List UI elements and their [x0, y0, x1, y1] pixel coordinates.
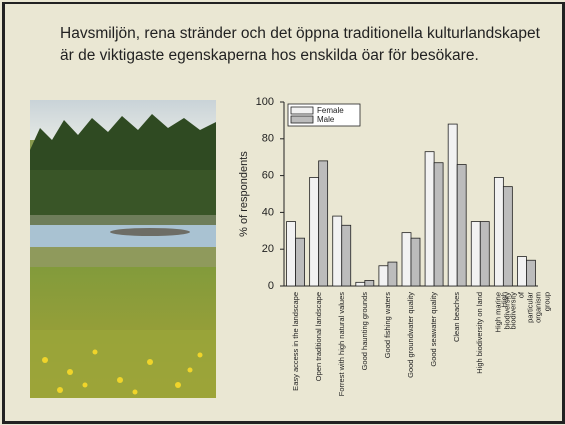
bar: [318, 160, 329, 287]
bar: [309, 177, 320, 287]
bar: [387, 261, 398, 287]
x-tick-label: High biodiversity of particular organism…: [499, 292, 552, 330]
bar: [517, 256, 527, 287]
legend-label: Female: [317, 106, 344, 115]
bar: [470, 221, 481, 287]
bar: [456, 164, 467, 287]
x-tick-label: Easy access in the landscape: [290, 292, 300, 391]
bar: [526, 259, 536, 287]
y-tick-label: 100: [256, 96, 274, 108]
bar: [502, 186, 513, 287]
bar: [295, 237, 305, 287]
x-tick-label: Good groundwater quality: [405, 292, 415, 378]
x-tick-label: Good fishing waters: [382, 292, 392, 359]
y-tick-label: 0: [268, 280, 274, 292]
legend-swatch: [290, 115, 314, 124]
photo: [30, 100, 216, 398]
y-tick-label: 60: [262, 170, 274, 182]
x-tick-label: Good haunting grounds: [359, 292, 369, 371]
bar: [401, 232, 412, 287]
bar: [332, 215, 343, 287]
y-axis-label: % of respondents: [238, 151, 250, 237]
legend-swatch: [290, 106, 314, 115]
x-tick-label: Forrest with high natural values: [336, 292, 346, 397]
bar: [493, 177, 504, 287]
x-tick-label: Open traditional landscape: [313, 292, 323, 382]
bar: [410, 237, 421, 287]
bar: [286, 221, 296, 287]
bar: [378, 265, 389, 287]
y-tick-label: 20: [262, 243, 274, 255]
x-tick-label: Good seawater quality: [428, 292, 438, 367]
y-tick-label: 80: [262, 133, 274, 145]
bar: [479, 221, 490, 287]
bar: [355, 281, 366, 287]
x-tick-label: High biodiversity on land: [475, 292, 485, 374]
bar: [364, 280, 375, 287]
y-tick-label: 40: [262, 206, 274, 218]
bar: [424, 151, 435, 287]
legend-label: Male: [317, 115, 335, 124]
bar: [433, 162, 444, 287]
bar: [341, 224, 352, 287]
x-tick-label: Clean beaches: [451, 292, 461, 343]
heading: Havsmiljön, rena stränder och det öppna …: [60, 25, 540, 64]
bar: [447, 123, 458, 287]
